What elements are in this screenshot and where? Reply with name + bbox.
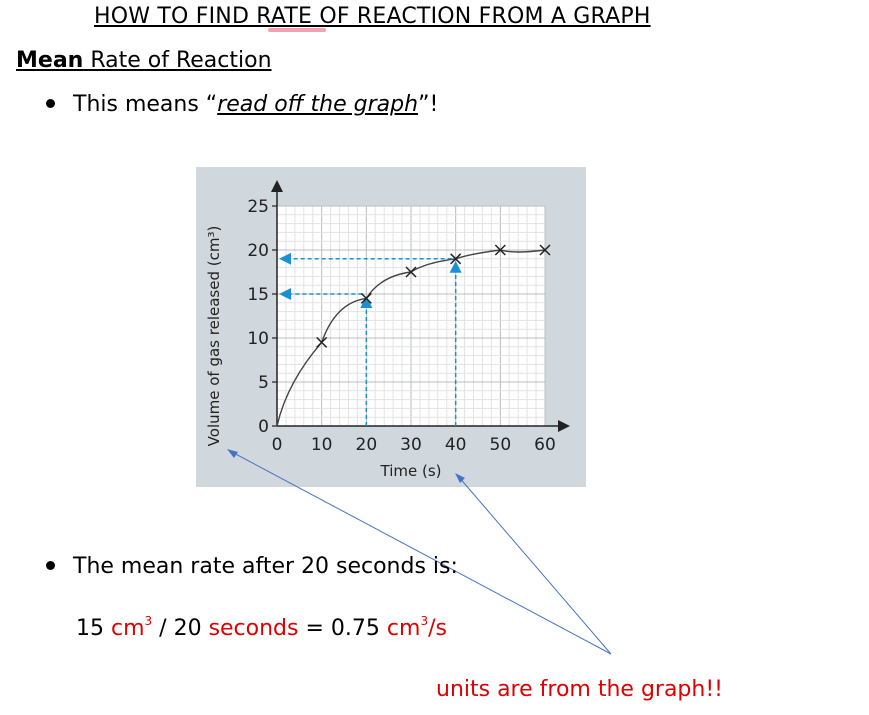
data-point: [450, 253, 462, 265]
calc-unit-volume: cm3: [111, 614, 153, 641]
data-point: [405, 266, 417, 278]
x-tick-label: 60: [534, 435, 556, 455]
calculation-line: 15 cm3 / 20 seconds = 0.75 cm3/s: [76, 614, 447, 641]
annotation-arrow-xlabel: [457, 475, 612, 655]
y-tick-label: 20: [247, 241, 269, 261]
calc-unit-time: seconds: [208, 616, 299, 641]
data-point: [494, 244, 506, 256]
calc-unit-rate-tail: /s: [428, 616, 447, 641]
bullet1-emphasis: read off the graph: [217, 92, 419, 117]
y-tick-label: 25: [247, 197, 269, 217]
calc-operator: / 20: [152, 616, 209, 641]
heading-bold: Mean: [16, 48, 84, 73]
x-tick-label: 40: [445, 435, 467, 455]
x-tick-label: 0: [272, 435, 283, 455]
calc-unit-rate-sup: 3: [420, 614, 429, 628]
arrowhead-icon: [227, 449, 238, 458]
spellcheck-underline: [268, 28, 326, 32]
y-tick-label: 5: [258, 373, 269, 393]
calc-equals: = 0.75: [298, 616, 387, 641]
bullet-dot: [46, 98, 55, 108]
x-tick-label: 10: [311, 435, 333, 455]
data-point: [360, 292, 372, 304]
x-tick-label: 50: [490, 435, 512, 455]
x-axis-label: Time (s): [380, 462, 442, 480]
annotation-arrow-ylabel: [229, 450, 612, 655]
units-note: units are from the graph!!: [436, 677, 723, 702]
bullet2-text: The mean rate after 20 seconds is:: [73, 554, 458, 579]
bullet1-prefix: This means “: [73, 92, 218, 117]
calc-unit-rate: cm3/s: [386, 614, 447, 641]
calc-unit-volume-sup: 3: [144, 614, 153, 628]
heading-rest: Rate of Reaction: [83, 48, 272, 73]
y-tick-label: 0: [258, 417, 269, 437]
y-axis-label: Volume of gas released (cm³): [205, 226, 223, 447]
x-tick-label: 30: [400, 435, 422, 455]
bullet-dot: [46, 560, 55, 570]
y-axis-arrow-icon: [271, 180, 283, 192]
y-tick-label: 10: [247, 329, 269, 349]
bullet-mean-rate: The mean rate after 20 seconds is:: [46, 554, 458, 579]
calc-unit-volume-base: cm: [111, 616, 145, 641]
page-title: HOW TO FIND RATE OF REACTION FROM A GRAP…: [94, 4, 651, 29]
data-point: [539, 244, 551, 256]
x-tick-label: 20: [356, 435, 378, 455]
calc-volume: 15: [76, 616, 104, 641]
y-tick-label: 15: [247, 285, 269, 305]
x-axis-arrow-icon: [558, 420, 570, 432]
arrowhead-icon: [455, 473, 465, 483]
bullet1-suffix: ”!: [418, 92, 439, 117]
bullet-read-graph: This means “read off the graph”!: [46, 92, 438, 117]
data-point: [316, 336, 328, 348]
section-heading: Mean Rate of Reaction: [16, 48, 272, 73]
calc-unit-rate-base: cm: [386, 616, 421, 641]
